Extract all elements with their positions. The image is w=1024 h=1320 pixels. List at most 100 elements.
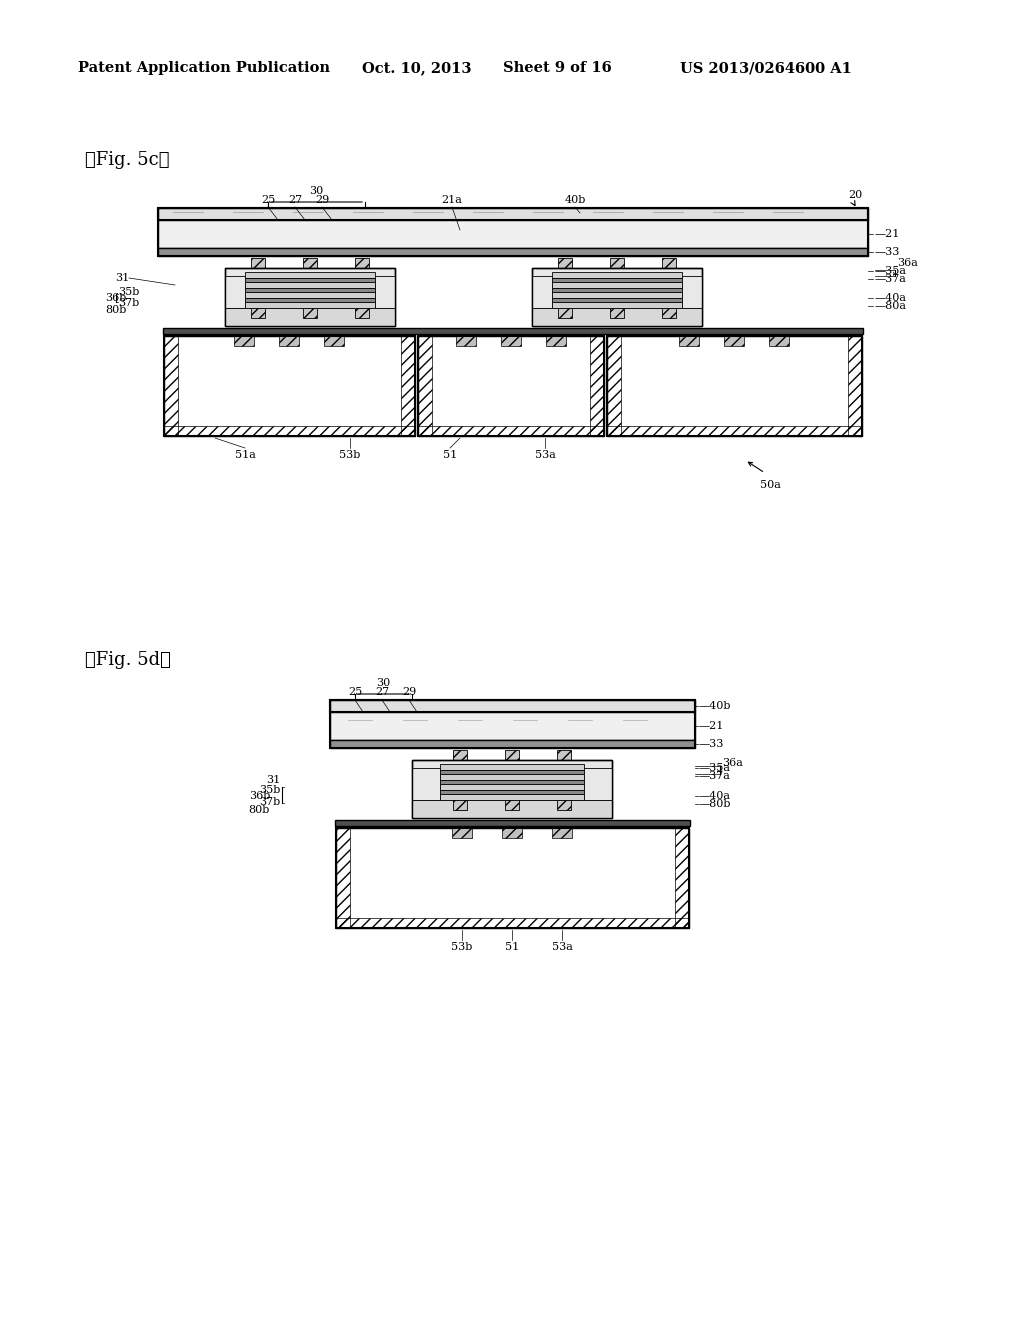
Bar xyxy=(164,337,178,436)
Bar xyxy=(552,272,682,279)
Bar xyxy=(505,800,519,810)
Text: 30: 30 xyxy=(309,186,324,195)
Bar xyxy=(418,337,604,436)
Text: 51a: 51a xyxy=(234,450,255,459)
Text: 【Fig. 5c】: 【Fig. 5c】 xyxy=(85,150,170,169)
Bar xyxy=(724,337,744,346)
Text: —35a: —35a xyxy=(874,267,907,276)
Text: 80b: 80b xyxy=(105,305,126,315)
Bar xyxy=(848,337,862,436)
Bar xyxy=(610,308,624,318)
Bar xyxy=(607,337,862,436)
Bar xyxy=(336,828,689,928)
Bar xyxy=(401,337,415,436)
Bar xyxy=(336,917,689,928)
Bar xyxy=(440,780,584,784)
Text: 50a: 50a xyxy=(760,480,780,490)
Text: —37a: —37a xyxy=(874,275,907,284)
Text: 36a: 36a xyxy=(897,257,918,268)
Bar xyxy=(225,308,395,326)
Bar xyxy=(532,268,702,326)
Text: 53b: 53b xyxy=(452,942,473,952)
Bar xyxy=(552,288,682,292)
Text: 40b: 40b xyxy=(564,195,586,205)
Bar xyxy=(440,774,584,780)
Bar xyxy=(279,337,299,346)
Text: 51: 51 xyxy=(505,942,519,952)
Text: —37a: —37a xyxy=(699,771,731,781)
Bar xyxy=(375,276,395,308)
Text: —40a: —40a xyxy=(874,293,907,304)
Bar xyxy=(245,302,375,308)
Bar xyxy=(158,248,868,256)
Bar xyxy=(584,768,612,800)
Bar xyxy=(251,257,265,268)
Bar xyxy=(440,764,584,770)
Text: —33: —33 xyxy=(874,247,900,257)
Bar xyxy=(552,302,682,308)
Bar xyxy=(164,337,415,436)
Bar xyxy=(440,795,584,800)
Bar xyxy=(335,820,690,826)
Bar xyxy=(552,828,572,838)
Bar xyxy=(679,337,699,346)
Bar xyxy=(557,750,571,760)
Bar xyxy=(330,700,695,711)
Bar xyxy=(355,308,369,318)
Bar xyxy=(158,209,868,220)
Bar xyxy=(675,828,689,928)
Text: 37b: 37b xyxy=(259,797,280,807)
Text: 36b: 36b xyxy=(105,293,126,304)
Text: —21: —21 xyxy=(874,228,900,239)
Text: 【Fig. 5d】: 【Fig. 5d】 xyxy=(85,651,171,669)
Text: —21: —21 xyxy=(699,721,724,731)
Bar xyxy=(336,828,350,928)
Bar xyxy=(245,272,375,279)
Text: 36a: 36a xyxy=(722,758,742,768)
Text: 27: 27 xyxy=(288,195,302,205)
Bar xyxy=(552,292,682,298)
Bar xyxy=(558,257,572,268)
Text: 29: 29 xyxy=(314,195,329,205)
Bar xyxy=(303,257,317,268)
Text: 35b: 35b xyxy=(259,785,280,795)
Bar xyxy=(610,257,624,268)
Bar xyxy=(607,426,862,436)
Bar xyxy=(164,337,415,436)
Bar xyxy=(440,770,584,774)
Bar xyxy=(440,784,584,789)
Bar xyxy=(662,257,676,268)
Bar xyxy=(607,337,862,436)
Text: 30: 30 xyxy=(376,678,390,688)
Bar xyxy=(336,828,689,928)
Bar xyxy=(225,268,395,326)
Bar xyxy=(502,828,522,838)
Bar xyxy=(225,268,395,326)
Text: US 2013/0264600 A1: US 2013/0264600 A1 xyxy=(680,61,852,75)
Bar xyxy=(324,337,344,346)
Bar xyxy=(552,279,682,282)
Text: 31: 31 xyxy=(266,775,280,785)
Bar xyxy=(330,711,695,741)
Bar xyxy=(453,800,467,810)
Bar xyxy=(245,279,375,282)
Bar xyxy=(245,282,375,288)
Bar xyxy=(532,276,552,308)
Bar xyxy=(769,337,790,346)
Bar xyxy=(532,308,702,326)
Text: 21a: 21a xyxy=(441,195,463,205)
Text: —80b: —80b xyxy=(699,799,731,809)
Bar xyxy=(245,288,375,292)
Text: 29: 29 xyxy=(401,686,416,697)
Text: 25: 25 xyxy=(348,686,362,697)
Bar xyxy=(234,337,254,346)
Bar xyxy=(532,268,702,326)
Bar xyxy=(225,276,245,308)
Bar xyxy=(412,760,612,818)
Bar xyxy=(453,750,467,760)
Bar xyxy=(251,308,265,318)
Bar xyxy=(412,800,612,818)
Bar xyxy=(418,337,432,436)
Text: —33: —33 xyxy=(699,739,724,748)
Text: 36b: 36b xyxy=(249,791,270,801)
